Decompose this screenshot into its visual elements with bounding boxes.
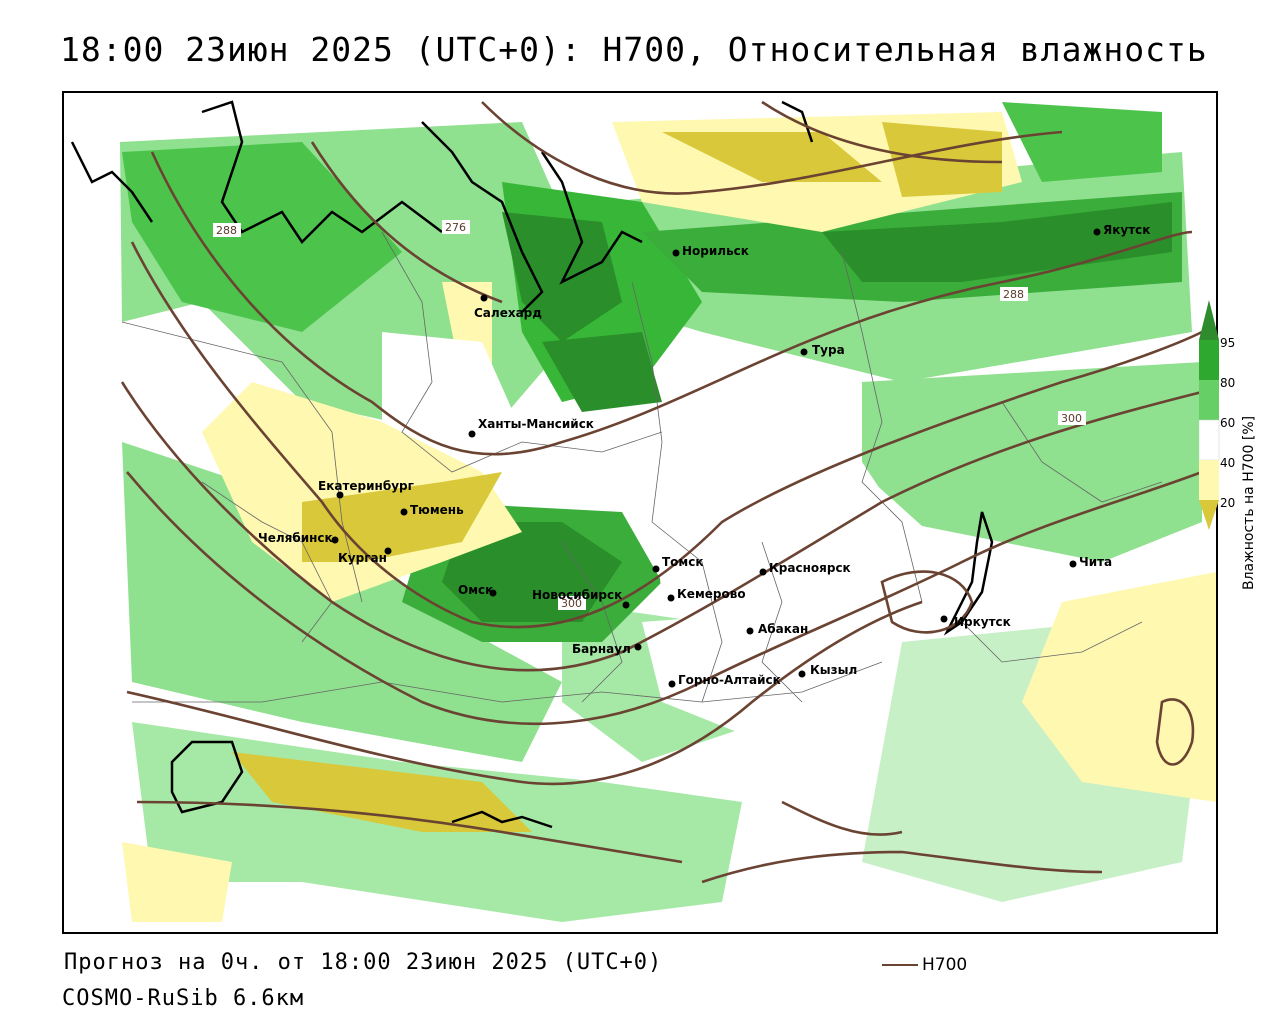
city-label: Красноярск [769, 561, 851, 575]
city-label: Тура [812, 343, 845, 357]
h700-contours [120, 100, 1203, 884]
colorbar: 95 80 60 40 20 [1199, 300, 1279, 600]
city-label: Якутск [1103, 223, 1150, 237]
city-label: Абакан [758, 622, 808, 636]
city-label: Челябинск [258, 531, 333, 545]
weather-map: 288 276 288 300 300 Норильск Якутск Сале… [62, 91, 1218, 934]
city-dot [798, 670, 806, 678]
city-dot [400, 508, 408, 516]
city-markers: Норильск Якутск Салехард Тура Ханты-Манс… [258, 223, 1150, 688]
colorbar-tick: 40 [1220, 456, 1236, 470]
city-dot [336, 491, 344, 499]
contour-label: 288 [1003, 288, 1024, 301]
city-label: Кызыл [810, 663, 857, 677]
colorbar-tick: 95 [1220, 336, 1236, 350]
city-dot [668, 680, 676, 688]
city-dot [468, 430, 476, 438]
contour-label: 288 [216, 224, 237, 237]
city-label: Ханты-Мансийск [478, 417, 594, 431]
colorbar-scale [1199, 300, 1220, 530]
city-dot [672, 249, 680, 257]
contour-line-swatch [882, 964, 918, 966]
city-label: Томск [662, 555, 704, 569]
model-name: COSMO-RuSib 6.6км [62, 986, 305, 1011]
city-dot [634, 643, 642, 651]
city-label: Тюмень [410, 503, 464, 517]
city-label: Барнаул [572, 642, 631, 656]
colorbar-tick: 80 [1220, 376, 1236, 390]
city-label: Салехард [474, 306, 542, 320]
city-dot [1093, 228, 1101, 236]
city-dot [480, 294, 488, 302]
city-dot [622, 601, 630, 609]
contour-legend: H700 [882, 955, 967, 975]
city-label: Кемерово [677, 587, 746, 601]
contour-label: 300 [561, 597, 582, 610]
contour-label: 300 [1061, 412, 1082, 425]
colorbar-title-wrap: Влажность на H700 [%] [1241, 360, 1271, 590]
city-dot [384, 547, 392, 555]
contour-label-group: 288 276 288 300 300 [213, 220, 1086, 610]
city-dot [1069, 560, 1077, 568]
contour-label: 276 [445, 221, 466, 234]
city-dot [759, 568, 767, 576]
contour-legend-label: H700 [922, 955, 968, 975]
city-dot [746, 627, 754, 635]
city-dot [667, 594, 675, 602]
city-label: Курган [338, 551, 387, 565]
city-label: Чита [1079, 555, 1112, 569]
city-dot [331, 536, 339, 544]
map-title: 18:00 23июн 2025 (UTC+0): H700, Относите… [60, 30, 1208, 69]
city-label: Норильск [682, 244, 749, 258]
colorbar-tick: 20 [1220, 496, 1236, 510]
city-dot [489, 589, 497, 597]
city-label: Горно-Алтайск [678, 673, 781, 687]
city-label: Новосибирск [532, 588, 622, 602]
forecast-info: Прогноз на 0ч. от 18:00 23июн 2025 (UTC+… [64, 950, 663, 975]
city-dot [940, 615, 948, 623]
city-label: Екатеринбург [318, 479, 414, 493]
colorbar-tick: 60 [1220, 416, 1236, 430]
region-borders [121, 231, 1163, 703]
city-label: Иркутск [954, 615, 1011, 629]
city-dot [652, 565, 660, 573]
city-label: Омск [458, 583, 493, 597]
city-dot [800, 348, 808, 356]
humidity-field [64, 102, 1216, 932]
colorbar-title: Влажность на H700 [%] [1241, 415, 1257, 590]
